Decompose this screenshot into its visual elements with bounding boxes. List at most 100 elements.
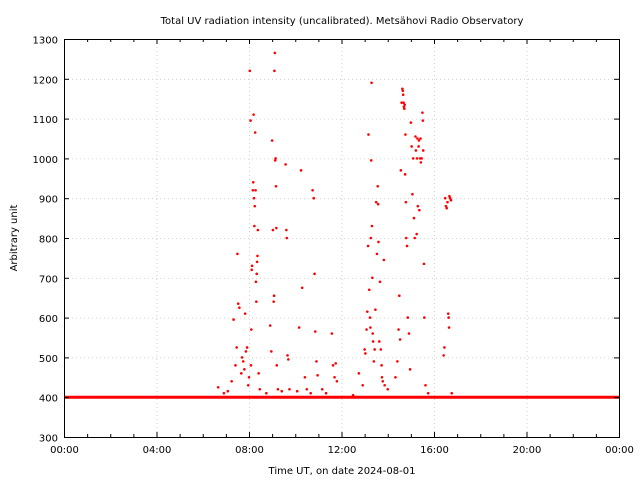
data-point [367, 288, 371, 292]
data-point [404, 200, 408, 204]
data-point [255, 300, 258, 303]
data-point [334, 362, 338, 365]
data-point [280, 389, 284, 393]
data-point [421, 119, 425, 122]
data-point [226, 389, 230, 393]
data-point [420, 157, 423, 160]
data-point [275, 364, 279, 367]
data-point [448, 194, 451, 198]
data-point [404, 236, 408, 240]
x-tick-label: 04:00 [143, 445, 172, 456]
data-point [446, 312, 450, 315]
y-tick-label: 1200 [33, 75, 58, 86]
data-point [419, 161, 423, 164]
data-point [414, 149, 418, 152]
data-point [379, 348, 383, 351]
data-point [364, 352, 367, 355]
data-point [401, 87, 404, 91]
y-axis-label: Arbitrary unit [9, 205, 20, 272]
data-point [253, 224, 256, 228]
data-point [299, 169, 303, 172]
data-point [411, 157, 415, 160]
data-point [423, 316, 426, 319]
data-point [397, 328, 400, 331]
data-point [414, 135, 417, 138]
data-point [448, 196, 452, 200]
data-point [415, 232, 418, 236]
data-point [443, 346, 446, 349]
data-point [335, 379, 339, 383]
grid-lines [64, 39, 619, 437]
data-point [369, 159, 373, 162]
data-point [236, 302, 240, 305]
data-point [247, 376, 251, 379]
data-point [365, 328, 368, 331]
data-point [256, 228, 260, 232]
data-point [403, 103, 407, 106]
data-point [234, 364, 237, 367]
data-point [422, 262, 426, 266]
data-point [371, 276, 374, 280]
data-point [312, 196, 316, 200]
data-point [376, 202, 380, 206]
data-point [270, 350, 273, 353]
data-point [402, 101, 405, 104]
data-point [324, 391, 328, 395]
x-tick-label: 00:00 [605, 445, 634, 456]
x-tick-label: 08:00 [235, 445, 264, 456]
data-point [276, 387, 280, 391]
data-point [403, 173, 407, 176]
data-point [416, 137, 419, 140]
data-point [274, 157, 277, 160]
data-point [367, 133, 370, 136]
data-point [380, 364, 383, 367]
data-point [380, 376, 384, 379]
data-point [274, 184, 278, 188]
data-point [273, 69, 276, 73]
data-point [418, 208, 421, 212]
data-point [401, 93, 405, 97]
y-tick-label: 1300 [33, 36, 58, 47]
data-point [250, 268, 253, 272]
data-point [372, 360, 376, 363]
data-point [366, 310, 369, 313]
data-point [377, 340, 381, 343]
data-point [252, 196, 256, 200]
y-tick-label: 800 [39, 235, 58, 246]
data-point [398, 338, 402, 341]
data-point [265, 391, 268, 395]
data-point [407, 332, 411, 335]
data-point [369, 326, 372, 329]
data-point [403, 107, 406, 110]
data-point [366, 244, 370, 248]
y-tick-label: 600 [39, 314, 58, 325]
data-point [251, 188, 255, 192]
data-point [271, 228, 275, 232]
data-point [249, 364, 253, 367]
data-point [409, 121, 413, 124]
data-point [413, 236, 417, 240]
data-point [286, 354, 289, 357]
y-tick-label: 1100 [33, 115, 58, 126]
data-point [351, 393, 355, 397]
data-point [424, 383, 427, 387]
data-point [399, 169, 403, 172]
data-point [443, 196, 447, 200]
data-point [417, 145, 420, 148]
data-point [376, 184, 380, 188]
data-point [368, 316, 372, 319]
data-point [375, 252, 379, 256]
data-point [246, 383, 250, 387]
data-point [240, 356, 244, 359]
data-point [309, 391, 312, 395]
data-point [313, 272, 316, 276]
data-point [357, 372, 361, 375]
data-point [447, 326, 451, 329]
data-point [297, 326, 301, 329]
data-point [250, 264, 254, 268]
data-point [378, 280, 382, 284]
data-point [361, 383, 364, 387]
y-tick-label: 300 [39, 434, 58, 445]
data-point [402, 105, 406, 108]
data-point [447, 316, 450, 319]
